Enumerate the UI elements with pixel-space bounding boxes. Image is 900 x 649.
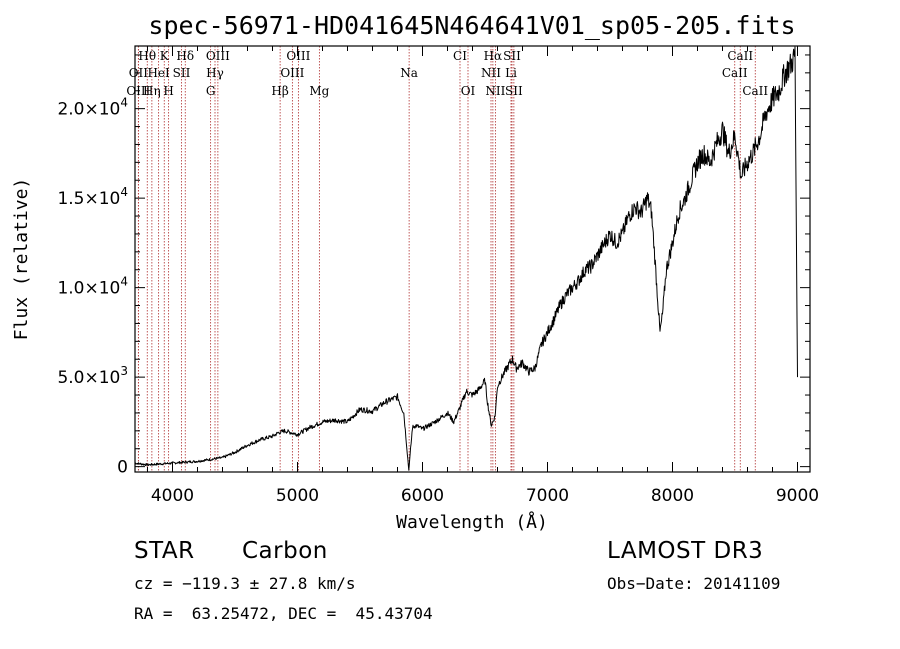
spectral-line-label: H xyxy=(163,84,173,98)
x-tick-label: 8000 xyxy=(651,486,694,506)
x-axis-label: Wavelength (Å) xyxy=(396,511,548,533)
y-tick-label: 1.0×104 xyxy=(57,275,128,299)
spectral-line-label: NII xyxy=(481,66,501,80)
spectral-line-label: Hα xyxy=(484,49,503,63)
survey-name: LAMOST DR3 xyxy=(607,538,764,564)
x-tick-label: 7000 xyxy=(526,486,569,506)
spectral-line-label: Li xyxy=(505,66,517,80)
spectral-line-label: OI xyxy=(461,84,476,98)
y-tick-label: 2.0×104 xyxy=(57,96,128,120)
spectral-line-label: HeI xyxy=(147,66,170,80)
chart-title: spec-56971-HD041645N464641V01_sp05-205.f… xyxy=(148,11,795,40)
spectral-line-label: Hθ xyxy=(138,49,156,63)
axis-ticks: 4000 5000 6000 7000 8000 9000 0 5.0×103 1.0×104 1… xyxy=(57,46,819,506)
y-tick-label: 0 xyxy=(117,458,128,478)
spectral-line-label: CaII xyxy=(727,49,753,63)
y-axis-label: Flux (relative) xyxy=(11,178,32,341)
y-tick-label: 1.5×104 xyxy=(57,185,128,209)
object-subclass: Carbon xyxy=(242,538,328,564)
spectral-line-label: NII xyxy=(485,84,505,98)
y-tick-label: 5.0×103 xyxy=(57,364,128,388)
object-type: STAR xyxy=(134,538,195,564)
spectral-line-label: SII xyxy=(505,84,523,98)
plot-frame xyxy=(134,45,811,473)
spectral-line-label: SII xyxy=(173,66,191,80)
spectral-line-label: G xyxy=(206,84,216,98)
observation-date: Obs−Date: 20141109 xyxy=(607,574,781,593)
spectral-line-label: Hβ xyxy=(271,84,288,98)
spectral-line-label: Hη xyxy=(143,84,161,98)
spectral-line-label: SII xyxy=(503,49,521,63)
spectral-line-label: Hγ xyxy=(206,66,224,80)
spectrum-plot: spec-56971-HD041645N464641V01_sp05-205.f… xyxy=(11,11,819,533)
x-tick-label: 4000 xyxy=(151,486,194,506)
spectral-line-label: Na xyxy=(400,66,418,80)
spectral-line-label: OIII xyxy=(206,49,230,63)
spectral-line-label: CI xyxy=(453,49,467,63)
x-tick-label: 6000 xyxy=(401,486,444,506)
spectral-line-label: Mg xyxy=(309,84,329,98)
spectral-line-label: OIII xyxy=(280,66,304,80)
spectral-line-label: Hδ xyxy=(176,49,194,63)
redshift-velocity: cz = −119.3 ± 27.8 km/s xyxy=(134,574,356,593)
sky-coordinates: RA = 63.25472, DEC = 45.43704 xyxy=(134,604,433,623)
spectral-line-label: OIII xyxy=(286,49,310,63)
spectrum-series-line xyxy=(134,46,798,471)
x-tick-label: 5000 xyxy=(276,486,319,506)
spectral-line-label: CaII xyxy=(742,84,768,98)
spectral-line-markers xyxy=(137,46,756,472)
spectral-line-label: K xyxy=(160,49,170,63)
x-tick-label: 9000 xyxy=(776,486,819,506)
spectral-line-label: CaII xyxy=(722,66,748,80)
